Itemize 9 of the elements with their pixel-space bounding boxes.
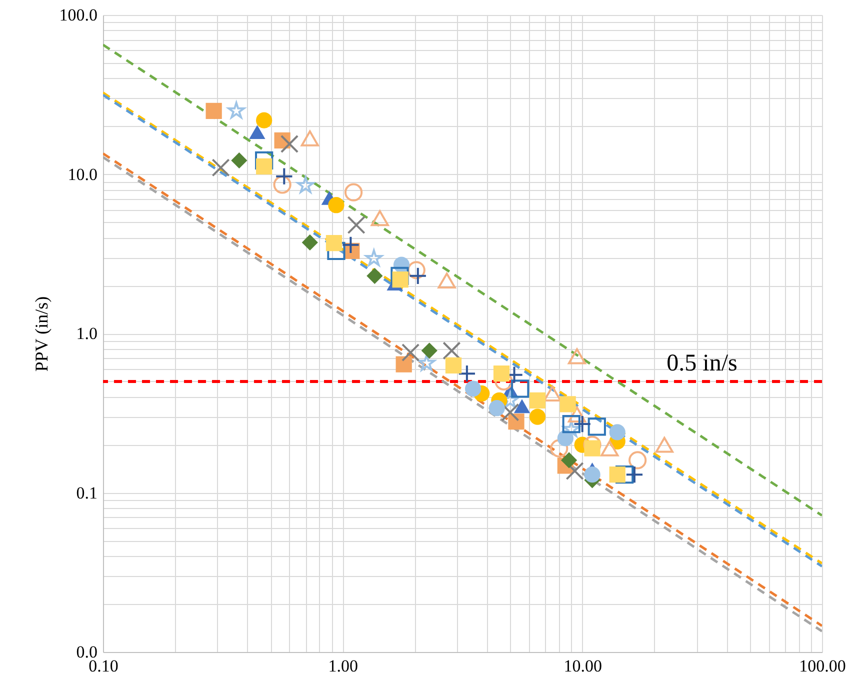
y-tick-label: 0.1	[76, 483, 98, 502]
y-tick-label: 10.0	[68, 164, 98, 184]
x-tick-label: 10.00	[564, 656, 602, 676]
y-tick-label: 1.0	[76, 324, 98, 343]
x-tick-label: 100.00	[799, 656, 846, 676]
y-axis-title: PPV (in/s)	[31, 296, 52, 372]
x-tick-label: 1.00	[328, 656, 358, 676]
y-tick-label: 100.0	[59, 6, 98, 24]
ref-line-label: 0.5 in/s	[666, 350, 738, 376]
